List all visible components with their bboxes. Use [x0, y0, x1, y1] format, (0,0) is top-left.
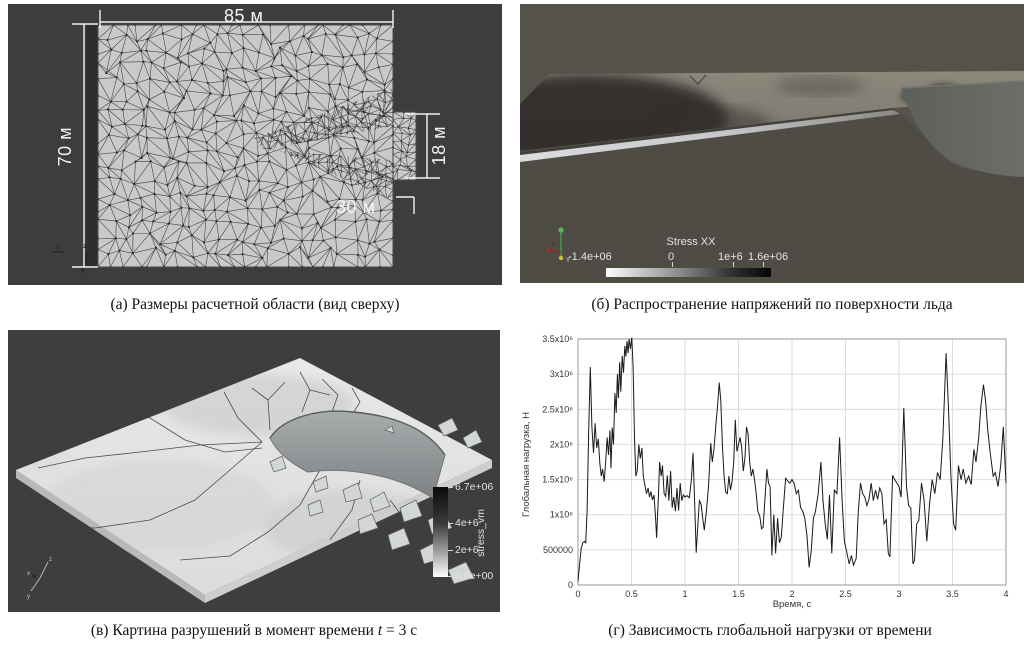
colorbar-label-min: 0.0e+00: [455, 570, 494, 582]
load-chart: 0 0.5 1 1.5 2 2.5 3 3.5 4 0 500000 1x10⁶ 1.5x10⁶ 2x10…: [542, 334, 1008, 599]
colorbar-label-max: 1.6e+06: [748, 251, 789, 263]
x-tick-label: 2: [789, 589, 794, 599]
svg-text:y: y: [81, 267, 85, 274]
mesh-side-shadow: [86, 25, 98, 267]
y-tick-label: 2.5x10⁶: [542, 404, 573, 414]
colorbar-label-zero: 0: [668, 251, 675, 263]
dim-label-70m: 70 м: [54, 126, 75, 167]
dim-label-85m: 85 м: [224, 6, 264, 26]
mesh-figure: x z y: [52, 10, 440, 274]
y-tick-label: 3.5x10⁶: [542, 334, 573, 344]
colorbar-title: Stress XX: [666, 236, 716, 248]
x-axis-title: Время, с: [772, 599, 812, 610]
x-tick-label: 1: [682, 589, 687, 599]
colorbar-label-4e6: 4e+6: [455, 517, 479, 529]
dim-label-70m-wrap: 70 м: [54, 109, 76, 184]
caption-v-variable: t: [377, 622, 383, 639]
dim-label-30m: 30 м: [336, 197, 376, 217]
svg-text:z: z: [49, 557, 52, 563]
caption-v-value: = 3 с: [382, 622, 418, 639]
water-region: [520, 113, 1024, 283]
colorbar-title: stress_vm: [475, 509, 487, 557]
dim-label-18m: 18 м: [428, 126, 449, 166]
axis-triad-icon: X Y: [546, 227, 570, 264]
dim-label-18m-wrap: 18 м: [428, 116, 450, 176]
svg-text:X: X: [551, 243, 555, 249]
y-tick-label: 500000: [543, 545, 573, 555]
global-load-series: [577, 337, 1007, 582]
y-tick-label: 2x10⁶: [550, 439, 574, 449]
axis-triad-icon: z y x: [27, 557, 52, 600]
x-tick-label: 2.5: [839, 589, 852, 599]
breakthrough-rim: [269, 410, 446, 456]
panel-v-fracture-view: z y x 6.7e+06 4e+6 2e+6 0.0e+00 stress_v…: [8, 330, 500, 612]
x-tick-label: 3.5: [946, 589, 959, 599]
plot-frame: [577, 338, 1007, 586]
colorbar-label-2e6: 2e+6: [455, 544, 479, 556]
y-tick-label: 1.5x10⁶: [542, 475, 573, 485]
svg-text:x: x: [27, 571, 30, 577]
surface-notch-mark: [689, 74, 707, 85]
colorbar-label-max: 6.7e+06: [455, 481, 494, 493]
plate-side-left: [16, 470, 205, 603]
ice-edge-highlight: [520, 110, 900, 162]
plate-side-right: [205, 460, 492, 603]
colorbar-tick: [672, 262, 673, 267]
caption-a: (а) Размеры расчетной области (вид сверх…: [110, 296, 400, 313]
x-tick-label: 3: [896, 589, 901, 599]
fracture-render: z y x: [8, 330, 500, 612]
caption-v: (в) Картина разрушений в момент времени …: [8, 622, 500, 640]
panel-b-stress-view: X Y Stress XX -1.4e+06 0 1e+6 1.6e+06: [520, 4, 1024, 283]
stress-render: [520, 4, 1024, 283]
y-tick-label: 0: [568, 580, 573, 590]
svg-text:x: x: [56, 244, 60, 251]
colorbar-tick: [763, 262, 764, 267]
colorbar-title-wrap: stress_vm: [473, 490, 489, 576]
caption-v-text: (в) Картина разрушений в момент времени: [90, 622, 378, 639]
hull-top-edge: [900, 80, 1024, 89]
x-tick-label: 0.5: [625, 589, 638, 599]
y-axis-title-wrap: Глобальная нагрузка, Н: [518, 412, 534, 517]
caption-g: (г) Зависимость глобальной нагрузки от в…: [608, 622, 932, 639]
colorbar-tick: [448, 523, 453, 524]
panel-g-load-chart: 0 0.5 1 1.5 2 2.5 3 3.5 4 0 500000 1x10⁶ 1.5x10⁶ 2x10…: [516, 322, 1024, 614]
stress-xx-colorbar: [606, 268, 771, 277]
panel-a-mesh-view: x z y 85 м 70 м 18 м 30 м: [8, 4, 502, 285]
dimension-lines: [72, 10, 440, 268]
ship-hull: [901, 81, 1024, 177]
svg-text:Y: Y: [566, 258, 570, 264]
x-tick-label: 4: [1003, 589, 1008, 599]
colorbar-tick: [448, 576, 453, 577]
caption-b: (б) Распространение напряжений по поверх…: [591, 296, 953, 313]
y-tick-label: 3x10⁶: [550, 369, 574, 379]
svg-text:z: z: [83, 243, 87, 250]
x-tick-label: 0: [575, 589, 580, 599]
y-axis-title: Глобальная нагрузка, Н: [520, 412, 532, 517]
y-tick-label: 1x10⁶: [550, 510, 574, 520]
axis-triad-icon: x z y: [52, 243, 87, 274]
svg-text:y: y: [27, 594, 30, 600]
colorbar-tick: [733, 262, 734, 267]
colorbar-label-min: -1.4e+06: [568, 251, 612, 263]
stress-vm-colorbar: [433, 487, 448, 577]
colorbar-tick: [448, 487, 453, 488]
x-tick-label: 1.5: [732, 589, 745, 599]
mesh-notch-tab: [393, 112, 416, 180]
crack-lines: [37, 371, 411, 561]
colorbar-tick: [448, 550, 453, 551]
colorbar-label-1e6: 1e+6: [718, 251, 743, 263]
